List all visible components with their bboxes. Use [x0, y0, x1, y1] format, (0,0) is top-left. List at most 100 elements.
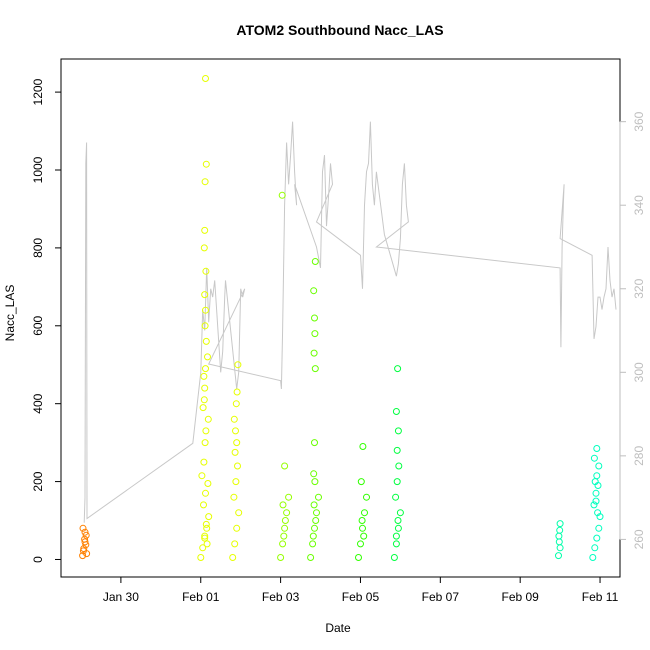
data-point	[202, 489, 209, 497]
data-point	[310, 501, 318, 509]
data-point	[309, 532, 317, 540]
data-point	[281, 462, 289, 470]
axes-layer: Jan 30 Feb 01 Feb 03 Feb 05 Feb 07 Feb 09 Feb …	[31, 78, 646, 604]
data-point	[82, 541, 90, 549]
data-point	[232, 427, 239, 435]
data-point	[359, 443, 367, 450]
data-point	[592, 489, 600, 497]
data-point	[310, 470, 318, 478]
x-tick-label: Feb 05	[342, 590, 380, 604]
data-point	[230, 493, 238, 501]
data-point	[201, 291, 209, 299]
data-point	[310, 287, 318, 295]
data-point	[202, 267, 210, 275]
data-point	[311, 524, 318, 532]
y-tick-label: 400	[31, 393, 45, 413]
data-point	[310, 349, 318, 357]
x-tick-label: Feb 11	[582, 590, 619, 604]
data-point	[595, 524, 603, 532]
data-point	[396, 509, 404, 517]
data-point	[313, 509, 320, 517]
right-axis-series-line	[83, 121, 617, 523]
data-point	[204, 480, 212, 487]
data-point	[203, 524, 211, 532]
data-point	[315, 493, 322, 501]
data-point	[200, 244, 208, 252]
data-point	[392, 408, 400, 415]
data-point	[81, 528, 89, 536]
data-point	[202, 365, 209, 373]
data-point	[311, 478, 319, 486]
data-point	[202, 520, 210, 528]
data-point	[281, 524, 289, 532]
data-point	[197, 554, 205, 561]
data-point	[201, 226, 209, 234]
data-point	[556, 520, 564, 528]
data-point	[204, 353, 211, 361]
data-point	[589, 554, 597, 561]
data-point	[201, 322, 209, 330]
x-tick-label: Feb 09	[501, 590, 539, 604]
data-point	[202, 427, 210, 435]
data-point	[81, 538, 89, 546]
data-point	[359, 524, 366, 532]
data-point	[355, 554, 362, 561]
right-tick-label: 360	[632, 111, 646, 131]
data-point	[594, 509, 602, 517]
data-point	[233, 439, 241, 447]
data-point	[390, 554, 398, 561]
data-point	[279, 501, 287, 509]
right-tick-label: 260	[632, 529, 646, 549]
y-tick-label: 1200	[31, 78, 45, 105]
data-point	[280, 532, 288, 540]
x-tick-label: Feb 07	[422, 590, 460, 604]
data-point	[555, 552, 562, 560]
data-point	[357, 478, 365, 486]
points-layer	[79, 75, 604, 561]
data-point	[200, 372, 208, 380]
data-point	[79, 524, 87, 532]
y-tick-label: 200	[31, 471, 45, 491]
data-point	[590, 454, 598, 462]
data-point	[394, 365, 402, 373]
plot-frame	[60, 58, 621, 578]
data-point	[201, 439, 209, 447]
data-point	[199, 544, 207, 552]
right-tick-label: 340	[632, 195, 646, 215]
data-point	[201, 534, 209, 542]
data-point	[394, 517, 402, 524]
data-point	[235, 509, 243, 517]
line-layer	[83, 121, 617, 523]
data-point	[233, 524, 241, 532]
data-point	[83, 550, 91, 558]
data-point	[392, 532, 400, 540]
data-point	[311, 314, 318, 322]
data-point	[595, 462, 603, 470]
data-point	[555, 532, 563, 540]
data-point	[311, 330, 319, 338]
data-point	[311, 439, 318, 447]
data-point	[395, 462, 403, 470]
data-point	[234, 462, 241, 470]
data-point	[360, 532, 368, 540]
data-point	[357, 540, 364, 548]
data-point	[232, 478, 240, 486]
data-point	[231, 540, 239, 548]
data-point	[283, 509, 291, 517]
data-point	[394, 524, 402, 532]
data-point	[593, 445, 601, 452]
data-point	[199, 404, 207, 412]
y-tick-label: 1000	[31, 156, 45, 183]
data-point	[279, 540, 287, 548]
data-point	[201, 532, 209, 540]
x-tick-label: Jan 30	[103, 590, 139, 604]
data-point	[281, 517, 289, 524]
data-point	[593, 534, 601, 542]
data-point	[202, 337, 210, 345]
data-point	[202, 75, 209, 82]
data-point	[556, 526, 564, 534]
data-point	[203, 540, 211, 548]
y-tick-label: 0	[31, 556, 45, 563]
data-point	[205, 513, 213, 521]
